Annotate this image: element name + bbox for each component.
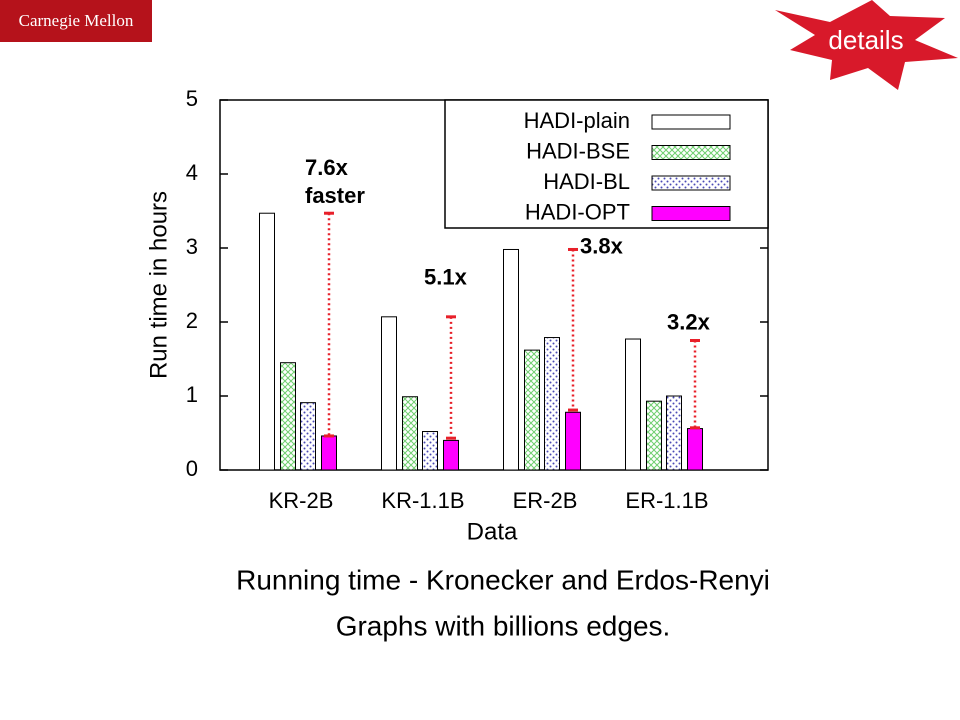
speedup-label: 3.2x [667,309,711,334]
bar [321,435,337,471]
logo: Carnegie Mellon [19,11,134,30]
bar [524,349,540,471]
bar [259,212,275,471]
legend-label: HADI-BSE [526,138,630,163]
bar [381,316,397,471]
caption-line: Running time - Kronecker and Erdos-Renyi [236,564,770,595]
button-label[interactable]: details [828,25,903,55]
speedup-label: 7.6x [305,155,349,180]
y-tick-label: 5 [186,86,198,111]
bar [402,396,418,471]
legend-label: HADI-BL [543,169,630,194]
x-tick-label: KR-1.1B [381,488,464,513]
bar [280,362,296,471]
y-tick-label: 0 [186,456,198,481]
x-tick-label: KR-2B [269,488,334,513]
bar [503,248,519,471]
bar [646,400,662,471]
x-tick-label: ER-2B [513,488,578,513]
y-tick-label: 1 [186,382,198,407]
logo-box [0,0,152,42]
bar [565,411,581,471]
legend-label: HADI-OPT [525,199,630,224]
bar [443,439,459,471]
bar [544,337,560,471]
legend-swatch [651,145,731,160]
caption-line: Graphs with billions edges. [336,610,671,641]
legend-swatch [651,206,731,221]
x-axis-label: Data [467,518,518,545]
legend-swatch [651,114,731,130]
y-tick-label: 2 [186,308,198,333]
starburst[interactable] [775,0,958,90]
bar [625,338,641,471]
speedup-label: 5.1x [424,265,468,290]
bar [666,395,682,471]
y-tick-label: 4 [186,160,198,185]
bar [687,428,703,471]
details-button[interactable]: details [775,0,958,90]
legend-label: HADI-plain [524,108,630,133]
x-tick-label: ER-1.1B [625,488,708,513]
legend-swatch [651,175,731,191]
bar [300,402,316,471]
speedup-label: faster [305,183,365,208]
y-tick-label: 3 [186,234,198,259]
bar [422,431,438,471]
y-axis-label: Run time in hours [145,191,172,379]
speedup-label: 3.8x [580,233,624,258]
